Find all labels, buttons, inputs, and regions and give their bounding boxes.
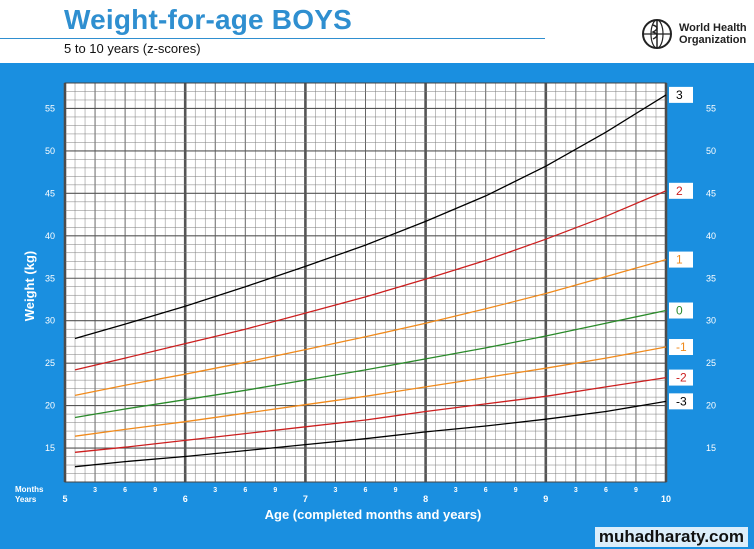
y-tick-label-right: 45 [706,188,716,198]
plot-border [64,82,667,483]
x-month-tick-label: 3 [574,487,578,494]
z-score-line-minus2 [74,376,667,453]
years-row-label: Years [15,495,37,504]
y-tick-label-left: 40 [45,231,55,241]
y-tick-label-right: 40 [706,231,716,241]
x-month-tick-label: 6 [364,487,368,494]
site-watermark: muhadharaty.com [594,527,748,547]
series-label: -1 [676,340,687,354]
x-axis-label: Age (completed months and years) [265,507,482,522]
series-label: -2 [676,371,687,385]
z-score-line-1 [74,258,667,397]
x-month-tick-label: 9 [273,487,277,494]
series-label-bg [669,369,693,386]
x-month-tick-label: 9 [153,487,157,494]
series-label: 1 [676,253,683,267]
chart-title: Weight-for-age BOYS [64,4,352,35]
x-year-tick-label: 5 [62,494,67,504]
x-month-tick-label: 9 [394,487,398,494]
x-month-tick-label: 6 [123,487,127,494]
z-score-line-2 [74,190,667,371]
series-label-bg [669,393,693,410]
series-label-bg [669,302,693,319]
x-year-tick-label: 7 [303,494,308,504]
y-tick-label-right: 55 [706,103,716,113]
who-emblem-icon [642,19,672,49]
x-month-tick-label: 9 [514,487,518,494]
y-tick-label-left: 20 [45,401,55,411]
x-month-tick-label: 6 [484,487,488,494]
series-label-bg [669,251,693,268]
series-label-bg [669,182,693,199]
months-row-label: Months [15,485,44,494]
who-name-line2: Organization [679,34,747,46]
title-rule [0,38,545,39]
x-month-tick-label: 6 [604,487,608,494]
y-tick-label-right: 20 [706,401,716,411]
y-tick-label-left: 50 [45,146,55,156]
z-score-line-0 [74,309,667,419]
who-name-line1: World Health [679,22,747,34]
y-tick-label-right: 25 [706,358,716,368]
series-label: -3 [676,394,687,408]
y-tick-label-left: 45 [45,188,55,198]
x-year-tick-label: 8 [423,494,428,504]
series-label: 0 [676,304,683,318]
z-score-line-minus1 [74,346,667,437]
series-label: 2 [676,184,683,198]
x-year-tick-label: 10 [661,494,671,504]
y-tick-label-right: 35 [706,273,716,283]
x-month-tick-label: 3 [333,487,337,494]
x-month-tick-label: 6 [243,487,247,494]
y-tick-label-right: 30 [706,316,716,326]
z-score-line-3 [74,94,667,340]
series-label: 3 [676,88,683,102]
x-month-tick-label: 9 [634,487,638,494]
y-tick-label-left: 35 [45,273,55,283]
y-tick-label-left: 15 [45,443,55,453]
series-layer [74,94,667,468]
y-tick-label-left: 25 [45,358,55,368]
y-axis-label: Weight (kg) [22,251,37,322]
y-tick-label-right: 50 [706,146,716,156]
chart-subtitle: 5 to 10 years (z-scores) [64,41,201,56]
x-month-tick-label: 3 [454,487,458,494]
x-month-tick-label: 3 [213,487,217,494]
series-label-bg [669,86,693,103]
x-year-tick-label: 9 [543,494,548,504]
x-month-tick-label: 3 [93,487,97,494]
y-tick-label-right: 15 [706,443,716,453]
x-year-tick-label: 6 [183,494,188,504]
z-score-line-minus3 [74,400,667,468]
y-tick-label-left: 30 [45,316,55,326]
series-label-bg [669,339,693,356]
y-tick-label-left: 55 [45,103,55,113]
grid-layer [63,82,668,483]
who-logo: World Health Organization [638,17,747,51]
